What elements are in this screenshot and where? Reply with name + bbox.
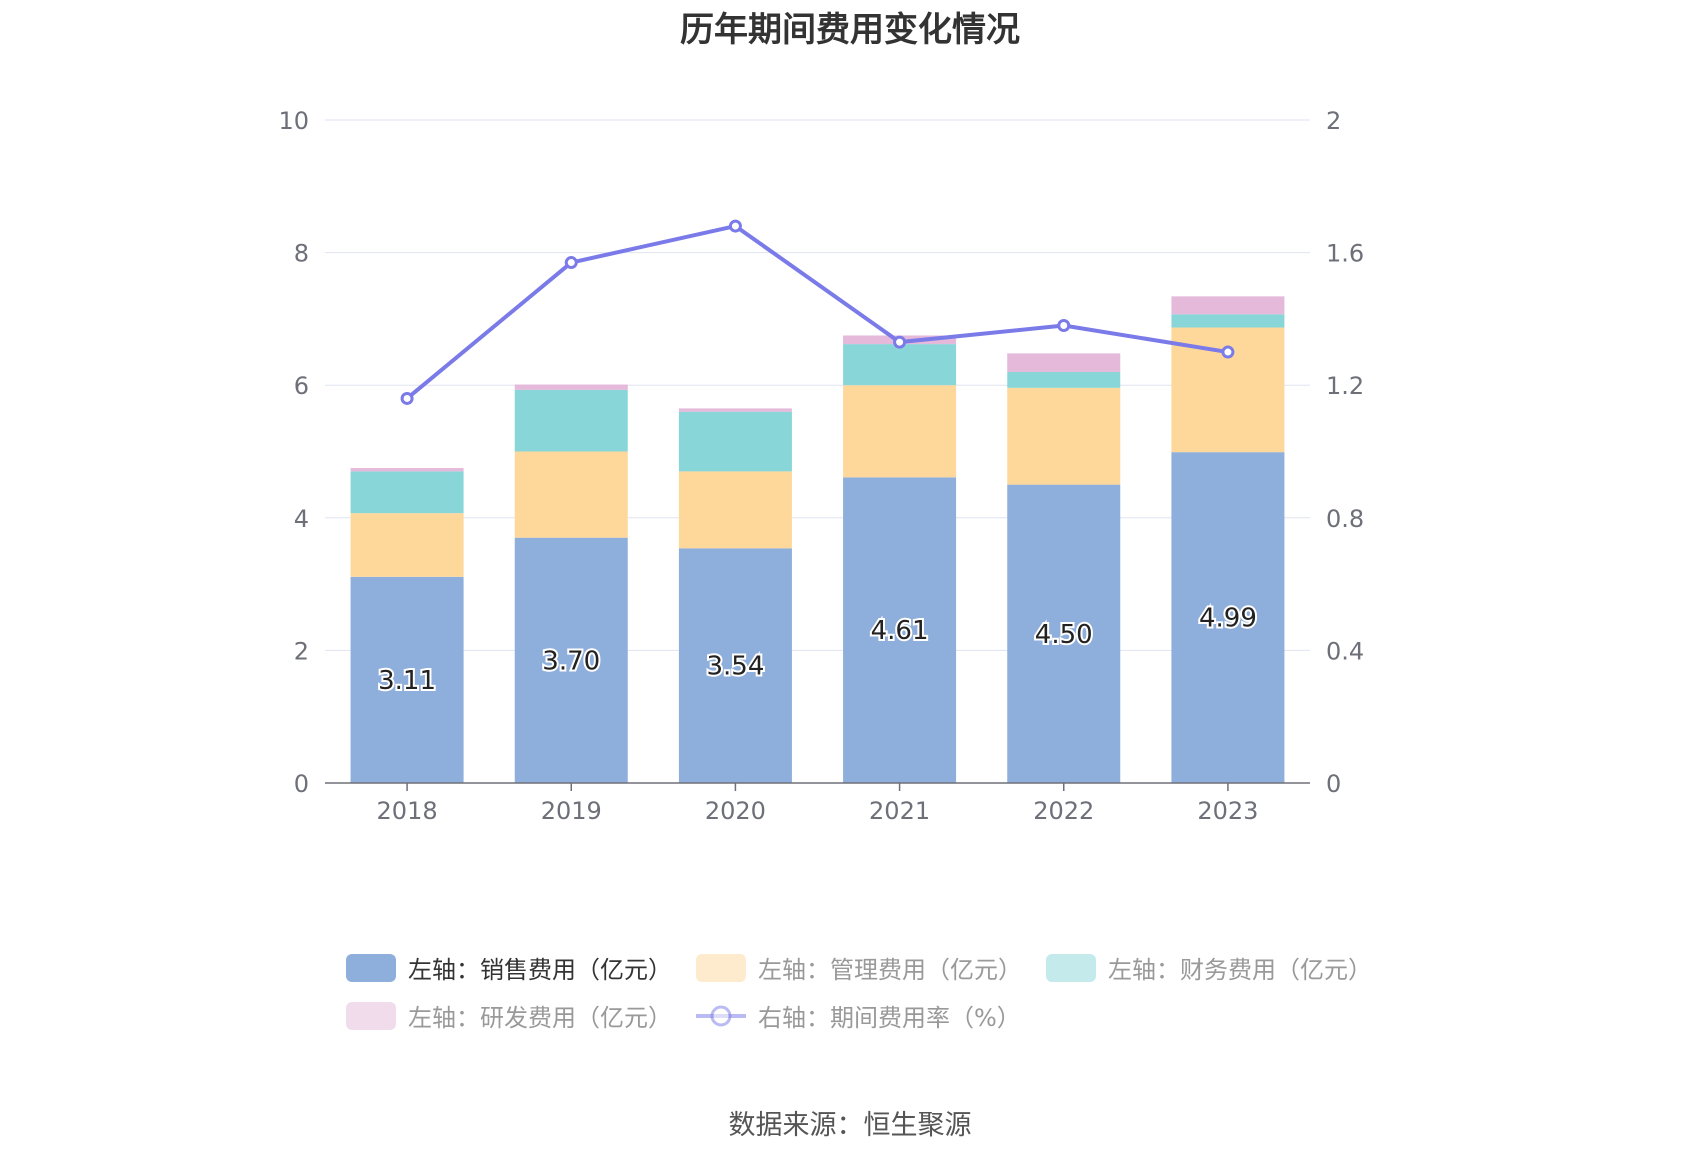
bar-segment: [350, 471, 464, 514]
x-tick-label: 2020: [705, 797, 766, 825]
bar-segment: [1007, 353, 1121, 372]
bar-segment: [514, 537, 628, 783]
y-right-tick-label: 1.2: [1326, 372, 1364, 400]
legend-line-icon: [696, 1005, 746, 1026]
bar-segment: [678, 471, 792, 549]
rate-point: [1221, 345, 1235, 359]
bar-value-label: 3.54: [706, 652, 764, 682]
y-left-tick-label: 4: [294, 505, 309, 533]
x-tick-label: 2023: [1197, 797, 1258, 825]
bar-series: [350, 296, 1285, 783]
bar-segment: [1007, 484, 1121, 783]
rate-line-series: [400, 219, 1235, 405]
rate-point: [564, 256, 578, 270]
bar-segment: [350, 468, 464, 472]
bar-value-label: 4.50: [1035, 620, 1093, 650]
bar-segment: [1171, 452, 1285, 783]
bar-segment: [1171, 314, 1285, 328]
y-right-tick-label: 0.4: [1326, 637, 1364, 665]
x-tick-label: 2018: [377, 797, 438, 825]
y-right-tick-label: 0: [1326, 770, 1341, 798]
bar-segment: [350, 513, 464, 577]
y-left-tick-label: 10: [278, 107, 309, 135]
bar-segment: [678, 408, 792, 412]
y-left-tick-label: 0: [294, 770, 309, 798]
legend-swatch: [346, 953, 396, 982]
legend-item[interactable]: 左轴：财务费用（亿元）: [1046, 950, 1372, 985]
bar-segment: [678, 548, 792, 783]
legend-swatch: [696, 953, 746, 982]
data-labels: 3.11 3.70 3.54 4.61 4.50 4.99: [376, 602, 1259, 698]
y-right-tick-label: 2: [1326, 107, 1341, 135]
y-left-tick-label: 6: [294, 372, 309, 400]
bar-segment: [514, 389, 628, 452]
x-tick-label: 2019: [541, 797, 602, 825]
legend-item[interactable]: 左轴：管理费用（亿元）: [696, 950, 1022, 985]
chart-title: 历年期间费用变化情况: [680, 10, 1020, 50]
axes: 0 0 2 0.4 4 0.8 6 1.2 8 1.6 10 2 2018 2019 2020 2021 202…: [278, 107, 1364, 825]
bar-segment: [350, 576, 464, 783]
y-left-tick-label: 2: [294, 637, 309, 665]
bar-value-label: 4.61: [871, 616, 929, 646]
bar-segment: [1171, 296, 1285, 315]
legend-label: 左轴：财务费用（亿元）: [1108, 956, 1372, 984]
legend-item[interactable]: 右轴：期间费用率（%）: [696, 998, 1021, 1033]
legend-item[interactable]: 左轴：销售费用（亿元）: [346, 950, 672, 985]
y-right-tick-label: 1.6: [1326, 240, 1364, 268]
legend-label: 左轴：研发费用（亿元）: [408, 1004, 672, 1032]
bar-segment: [678, 411, 792, 472]
bar-segment: [843, 477, 957, 783]
x-tick-label: 2021: [869, 797, 930, 825]
rate-line: [405, 224, 1229, 401]
bar-segment: [843, 385, 957, 478]
bar-segment: [1007, 371, 1121, 388]
bar-value-label: 3.11: [378, 666, 436, 696]
bar-segment: [1007, 387, 1121, 485]
bar-segment: [843, 344, 957, 386]
bar-value-label: 4.99: [1199, 604, 1257, 634]
bar-segment: [514, 451, 628, 538]
legend-item[interactable]: 左轴：研发费用（亿元）: [346, 998, 672, 1033]
bar-segment: [514, 384, 628, 390]
rate-point: [1057, 319, 1071, 333]
rate-point: [400, 391, 414, 405]
y-left-tick-label: 8: [294, 240, 309, 268]
bar-value-label: 3.70: [542, 646, 600, 676]
y-right-tick-label: 0.8: [1326, 505, 1364, 533]
legend-label: 左轴：销售费用（亿元）: [408, 956, 672, 984]
x-tick-label: 2022: [1033, 797, 1094, 825]
legend-label: 右轴：期间费用率（%）: [758, 1004, 1021, 1032]
legend-label: 左轴：管理费用（亿元）: [758, 956, 1022, 984]
grid-lines: [325, 119, 1310, 651]
legend-swatch: [1046, 953, 1096, 982]
legend-swatch: [346, 1001, 396, 1030]
source-note: 数据来源：恒生聚源: [728, 1110, 972, 1141]
rate-point: [893, 335, 907, 349]
rate-point: [728, 219, 742, 233]
